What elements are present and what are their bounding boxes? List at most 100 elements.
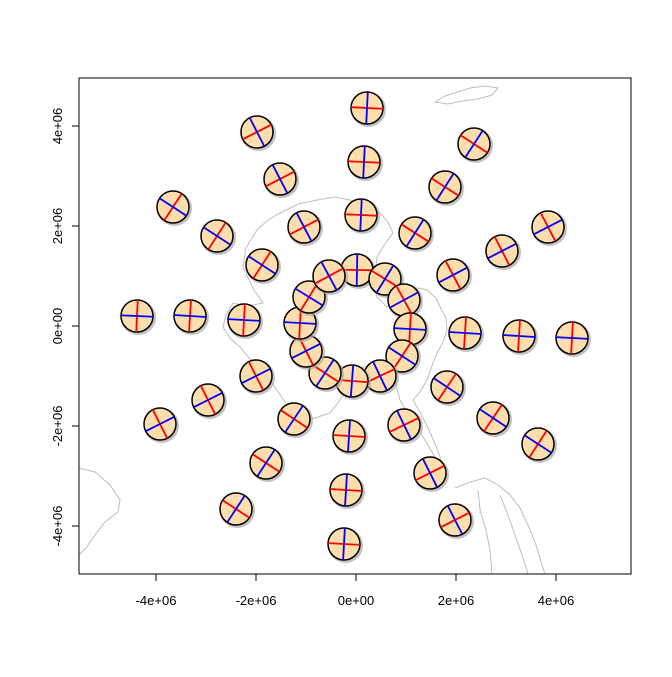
meridian-line — [479, 408, 507, 428]
indicatrix — [143, 407, 179, 443]
indicatrix — [436, 258, 472, 294]
meridian-line — [362, 145, 366, 179]
meridian-line — [320, 261, 338, 291]
indicatrix — [263, 162, 299, 198]
meridian-line — [435, 173, 455, 201]
meridian-line — [295, 212, 313, 242]
meridian-line — [315, 359, 335, 387]
meridian-line — [446, 505, 464, 535]
indicatrix — [350, 91, 386, 127]
x-tick-label: 4e+06 — [538, 593, 575, 608]
indicatrix — [329, 473, 365, 509]
indicatrix — [277, 402, 313, 438]
indicatrix — [245, 248, 281, 284]
indicatrix — [312, 259, 348, 295]
coastline-south-america — [454, 477, 546, 575]
meridian-line — [372, 361, 388, 391]
indicatrix — [555, 321, 591, 357]
meridian-line — [347, 419, 351, 453]
indicatrix — [344, 198, 380, 234]
coastline-top-island — [433, 85, 499, 105]
indicatrix — [340, 253, 376, 289]
y-tick-label: 0e+00 — [50, 308, 65, 345]
indicatrix — [156, 190, 192, 226]
meridian-line — [396, 410, 412, 440]
meridian-line — [145, 416, 175, 432]
y-tick-label: 2e+06 — [50, 208, 65, 245]
indicatrix — [476, 401, 512, 437]
meridian-line — [248, 255, 276, 275]
meridian-line — [355, 253, 359, 287]
indicatrix — [428, 170, 464, 206]
indicatrix — [485, 234, 521, 270]
meridian-line — [271, 164, 289, 194]
meridian-line — [433, 377, 461, 397]
meridian-line — [256, 449, 276, 477]
indicatrix — [332, 419, 368, 455]
meridian-line — [524, 434, 552, 454]
indicatrix — [200, 219, 236, 255]
meridian-line — [389, 291, 419, 309]
indicatrix — [249, 446, 285, 482]
indicatrix — [335, 364, 371, 400]
indicatrix — [219, 492, 255, 528]
meridian-line — [502, 334, 536, 338]
indicatrix — [240, 115, 276, 151]
indicatrix — [502, 319, 538, 355]
meridian-line — [464, 130, 484, 158]
indicatrix — [120, 299, 156, 335]
meridian-line — [294, 287, 324, 307]
meridian-line — [448, 331, 482, 335]
indicatrix — [531, 210, 567, 246]
meridian-line — [159, 197, 187, 217]
meridian-line — [120, 314, 154, 318]
indicatrix — [413, 456, 449, 492]
meridian-line — [203, 226, 231, 246]
indicatrix — [227, 303, 263, 339]
meridian-line — [284, 405, 304, 433]
meridian-line — [344, 473, 348, 507]
meridian-line — [227, 318, 261, 322]
meridian-line — [342, 527, 346, 561]
coastline-africa — [78, 467, 121, 556]
meridian-line — [405, 219, 425, 247]
indicatrix — [327, 527, 363, 563]
indicatrix — [287, 210, 323, 246]
meridian-line — [173, 314, 207, 318]
x-tick-label: 2e+06 — [438, 593, 475, 608]
meridian-line — [349, 364, 355, 398]
meridian-line — [193, 392, 223, 408]
meridian-line — [487, 242, 517, 260]
indicatrix — [368, 262, 404, 298]
meridian-line — [393, 327, 427, 331]
indicatrix — [448, 316, 484, 352]
indicatrix — [191, 383, 227, 419]
indicatrix — [239, 359, 275, 395]
meridian-line — [388, 346, 416, 366]
meridian-line — [291, 343, 321, 359]
meridian-line — [375, 264, 395, 294]
x-tick-label: 0e+00 — [338, 593, 375, 608]
meridian-line — [533, 218, 563, 236]
meridian-line — [359, 198, 363, 232]
indicatrix — [387, 408, 423, 444]
meridian-line — [226, 495, 246, 523]
indicatrix — [457, 127, 493, 163]
indicatrices — [120, 91, 591, 563]
indicatrix — [521, 427, 557, 463]
indicatrix — [387, 283, 423, 319]
y-tick-label: 4e+06 — [50, 108, 65, 145]
meridian-line — [555, 336, 589, 340]
y-axis: -4e+06 -2e+06 0e+00 2e+06 4e+06 — [50, 108, 79, 547]
meridian-line — [241, 368, 271, 384]
indicatrix — [173, 299, 209, 335]
indicatrix — [398, 216, 434, 252]
indicatrix — [430, 370, 466, 406]
y-tick-label: -4e+06 — [50, 506, 65, 547]
meridian-line — [248, 117, 266, 147]
meridian-line — [283, 321, 317, 325]
meridian-line — [422, 458, 438, 488]
indicatrix — [438, 503, 474, 539]
